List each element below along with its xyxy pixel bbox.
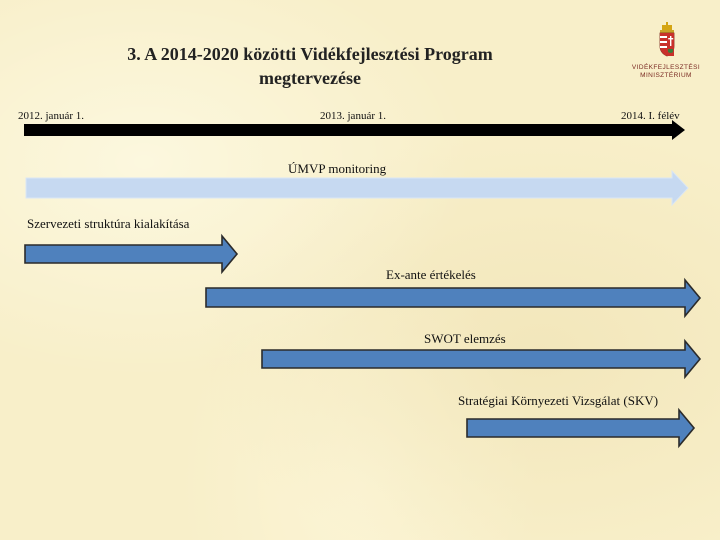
szervezeti-struktura-arrow [24,233,239,275]
ministry-name: VIDÉKFEJLESZTÉSI MINISZTÉRIUM [628,64,704,80]
skv-arrow [466,407,696,449]
task-label-umvp-monitoring: ÚMVP monitoring [288,161,387,176]
task-label-szervezeti-struktura: Szervezeti struktúra kialakítása [27,216,190,231]
title-line-2: megtervezése [259,68,361,88]
task-label-ex-ante: Ex-ante értékelés [386,267,476,282]
title-line-1: 3. A 2014-2020 közötti Vidékfejlesztési … [127,44,493,64]
hungarian-coat-of-arms-icon [659,22,675,57]
task-label-swot: SWOT elemzés [424,331,506,346]
ex-ante-arrow [205,277,702,319]
timeline-start-label: 2012. január 1. [18,110,84,122]
ministry-line-2: MINISZTÉRIUM [640,72,692,79]
umvp-monitoring-arrow [25,169,689,207]
slide-title: 3. A 2014-2020 közötti Vidékfejlesztési … [110,42,510,90]
swot-arrow [261,338,702,380]
task-label-skv: Stratégiai Környezeti Vizsgálat (SKV) [458,393,659,408]
timeline-arrow [24,120,685,140]
timeline-mid-label: 2013. január 1. [320,110,386,122]
timeline-end-label: 2014. I. félév [621,110,680,122]
ministry-line-1: VIDÉKFEJLESZTÉSI [631,64,701,71]
